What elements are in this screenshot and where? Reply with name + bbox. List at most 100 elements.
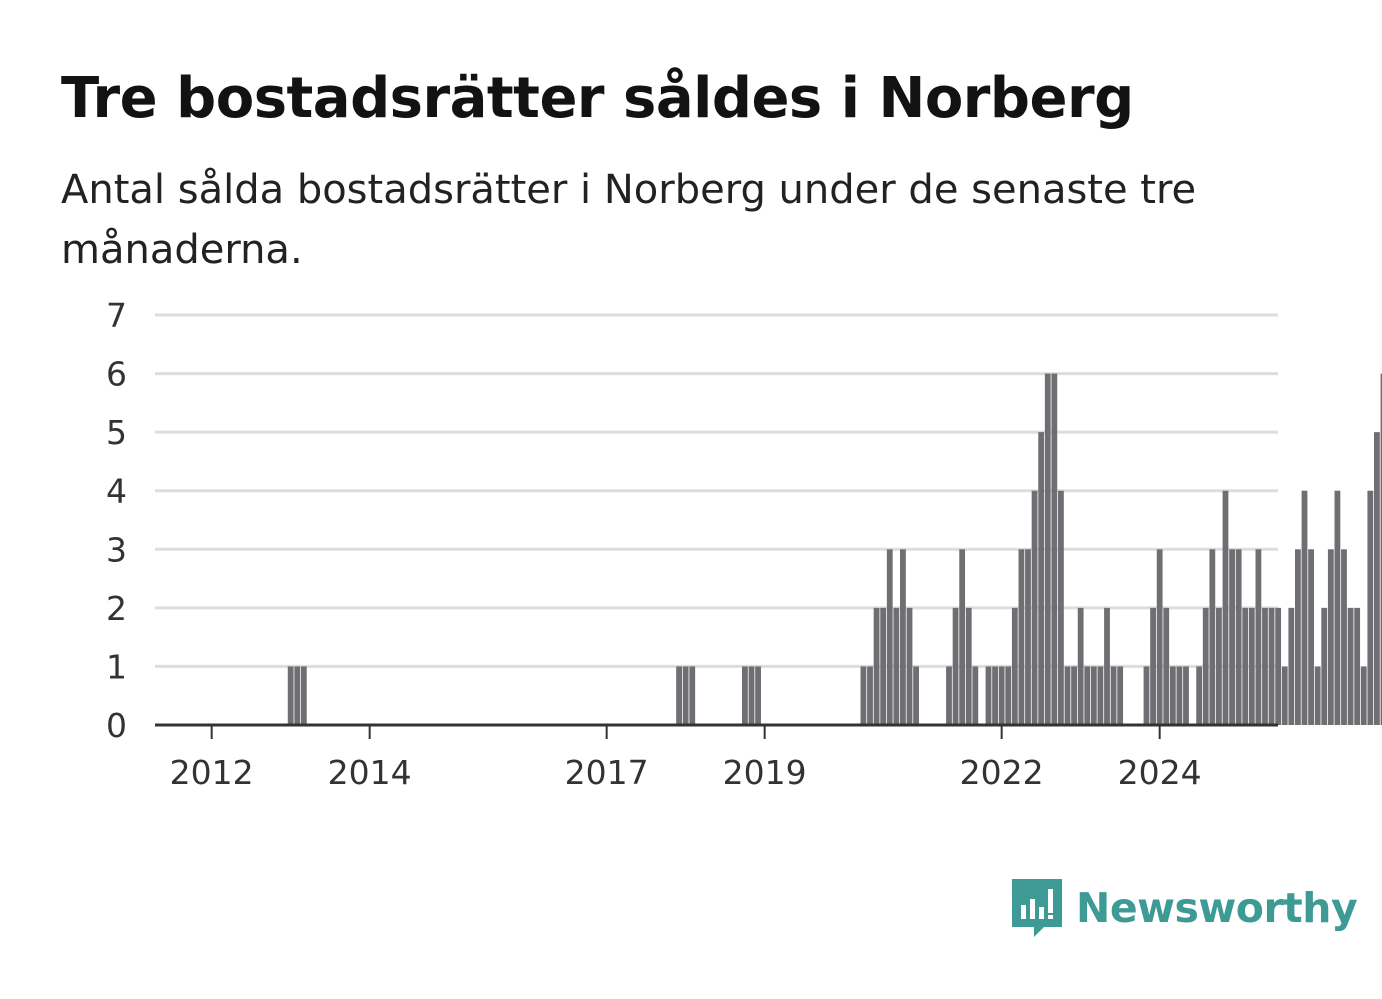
- bar: [1038, 432, 1045, 725]
- bar: [1064, 666, 1071, 725]
- bar: [300, 666, 307, 725]
- bar: [1031, 490, 1038, 725]
- bar: [1275, 607, 1282, 725]
- bar: [1117, 666, 1124, 725]
- bar: [1347, 607, 1354, 725]
- bar: [1216, 607, 1222, 725]
- x-tick-label: 2022: [960, 753, 1044, 792]
- bar: [1044, 373, 1051, 725]
- bar: [1104, 607, 1110, 725]
- x-tick-label: 2017: [565, 753, 649, 792]
- bar: [1314, 666, 1321, 725]
- y-tick-label: 4: [106, 472, 127, 511]
- bar: [1229, 549, 1235, 725]
- bar: [742, 666, 748, 725]
- bar: [998, 666, 1005, 725]
- y-tick-label: 1: [106, 647, 127, 686]
- bar: [965, 607, 972, 725]
- y-tick-label: 3: [106, 530, 127, 569]
- bar: [1334, 490, 1341, 725]
- bar: [1176, 666, 1183, 725]
- bar: [985, 666, 992, 725]
- y-tick-label: 6: [106, 355, 127, 394]
- bar: [873, 607, 880, 725]
- y-tick-label: 0: [106, 706, 127, 745]
- bars: [287, 373, 1382, 725]
- bar: [1169, 666, 1176, 725]
- bar: [1262, 607, 1268, 725]
- bar: [287, 666, 294, 725]
- y-tick-label: 2: [106, 589, 127, 628]
- bar: [893, 607, 900, 725]
- bar: [906, 607, 913, 725]
- bar: [1209, 549, 1216, 725]
- bar: [1308, 549, 1314, 725]
- bar: [676, 666, 682, 725]
- bar: [1242, 607, 1249, 725]
- bar: [1156, 549, 1163, 725]
- bar: [1202, 607, 1209, 725]
- bar: [900, 549, 906, 725]
- bar: [294, 666, 301, 725]
- bar: [1235, 549, 1242, 725]
- bar: [886, 549, 893, 725]
- bar: [1301, 490, 1308, 725]
- bar: [1196, 666, 1203, 725]
- y-tick-label: 5: [106, 413, 127, 452]
- y-tick-label: 7: [106, 296, 127, 335]
- bar: [1183, 666, 1189, 725]
- x-tick-label: 2014: [328, 753, 412, 792]
- bar: [1341, 549, 1347, 725]
- bar: [755, 666, 761, 725]
- bar: [1090, 666, 1097, 725]
- x-axis: 2012 2014 2017 2019 2022 2024: [155, 723, 1278, 792]
- bar: [1374, 432, 1380, 725]
- bar: [1110, 666, 1117, 725]
- bar: [1268, 607, 1275, 725]
- chart-title: Tre bostadsrätter såldes i Norberg: [61, 66, 1134, 131]
- bar: [992, 666, 998, 725]
- bar: [946, 666, 952, 725]
- bar: [1018, 549, 1025, 725]
- bar: [1367, 490, 1374, 725]
- bar: [1327, 549, 1334, 725]
- bar: [748, 666, 755, 725]
- bar: [1077, 607, 1084, 725]
- x-tick-label: 2024: [1118, 753, 1202, 792]
- bar: [867, 666, 873, 725]
- bar: [1321, 607, 1328, 725]
- bar: [1295, 549, 1301, 725]
- bar: [1084, 666, 1091, 725]
- bar: [1255, 549, 1262, 725]
- chart-subtitle: Antal sålda bostadsrätter i Norberg unde…: [61, 167, 1197, 273]
- bar: [972, 666, 979, 725]
- x-tick-label: 2019: [723, 753, 807, 792]
- bar: [913, 666, 919, 725]
- bar: [682, 666, 689, 725]
- bar: [1380, 373, 1382, 725]
- bar: [1011, 607, 1018, 725]
- bar: [1025, 549, 1031, 725]
- bar: [1150, 607, 1156, 725]
- bar: [1058, 490, 1064, 725]
- x-tick-label: 2012: [170, 753, 254, 792]
- bar: [1005, 666, 1012, 725]
- bar: [1281, 666, 1288, 725]
- bar: [1288, 607, 1295, 725]
- bar: [860, 666, 867, 725]
- bar: [1051, 373, 1058, 725]
- bar: [1248, 607, 1255, 725]
- bar: [952, 607, 959, 725]
- bar: [689, 666, 696, 725]
- bar-chart-speech-bubble-icon: [1012, 879, 1062, 937]
- bar: [959, 549, 966, 725]
- bar: [880, 607, 887, 725]
- bar: [1163, 607, 1170, 725]
- bar: [1097, 666, 1104, 725]
- bar: [1071, 666, 1077, 725]
- gridlines: [155, 313, 1278, 668]
- bar: [1222, 490, 1229, 725]
- bar: [1143, 666, 1150, 725]
- brand-name: Newsworthy: [1076, 884, 1358, 932]
